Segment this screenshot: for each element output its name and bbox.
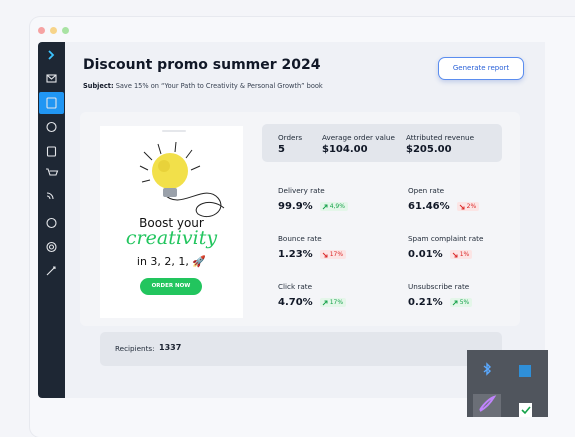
stat-value: $205.00 — [406, 144, 452, 155]
metric-label: Bounce rate — [278, 234, 322, 243]
ad-line2: creativity — [125, 227, 218, 249]
metric-label: Delivery rate — [278, 186, 325, 195]
gear-icon[interactable] — [46, 121, 57, 133]
magic-icon[interactable] — [46, 266, 56, 276]
change-value: 2% — [466, 203, 477, 210]
trend-arrow — [322, 204, 328, 209]
metric-value: 0.01% — [408, 249, 443, 260]
metric-value: 0.21% — [408, 297, 443, 308]
metric-row: 4.70% 17% — [278, 297, 347, 308]
metric-row: 99.9% 4,9% — [278, 201, 348, 212]
screen: {"header":{"title":"Discount promo summe… — [38, 27, 548, 417]
metric-value: 61.46% — [408, 201, 450, 212]
metric-value: 1.23% — [278, 249, 313, 260]
change-badge: 5% — [449, 298, 473, 307]
change-badge: 17% — [319, 250, 347, 259]
app-icon[interactable] — [519, 365, 531, 377]
ad-line3: in 3, 2, 1, 🚀 — [136, 255, 207, 268]
metric-value: 99.9% — [278, 201, 313, 212]
recipients-value: 1337 — [159, 343, 182, 352]
trend-arrow — [459, 204, 465, 209]
check-icon[interactable] — [519, 403, 532, 417]
recipients-bar: Recipients: 1337 — [100, 332, 502, 366]
trend-arrow — [452, 300, 458, 305]
stat-value: $104.00 — [322, 144, 368, 155]
active-item[interactable] — [39, 92, 64, 114]
close-dot[interactable] — [38, 27, 45, 34]
change-badge: 1% — [449, 250, 473, 259]
metric-row: 0.01% 1% — [408, 249, 473, 260]
subject-line: Subject: Save 15% on “Your Path to Creat… — [83, 82, 323, 90]
bulb-illustration — [139, 130, 225, 218]
metric-label: Open rate — [408, 186, 445, 195]
ad-line1: Boost your — [139, 216, 204, 230]
sidebar-icons — [39, 50, 64, 276]
rss-icon[interactable] — [46, 192, 54, 200]
minimize-dot[interactable] — [50, 27, 57, 34]
ad-preview: Boost your creativity in 3, 2, 1, 🚀 ORDE… — [100, 126, 243, 318]
stat-label: Orders — [278, 133, 303, 142]
generate-report-button[interactable]: Generate report — [438, 57, 524, 80]
change-badge: 4,9% — [319, 202, 348, 211]
tray-icons — [473, 362, 532, 417]
change-value: 17% — [329, 299, 344, 306]
maximize-dot[interactable] — [62, 27, 69, 34]
order-now-button[interactable]: ORDER NOW — [140, 278, 202, 295]
metric-row: 1.23% 17% — [278, 249, 347, 260]
bluetooth-icon[interactable] — [483, 362, 492, 376]
pen-icon[interactable] — [479, 395, 497, 412]
subject-text: Save 15% on “Your Path to Creativity & P… — [115, 82, 323, 90]
sidebar — [38, 42, 65, 398]
change-badge: 17% — [319, 298, 347, 307]
trend-arrow — [322, 252, 328, 257]
change-value: 4,9% — [329, 203, 345, 210]
stat-label: Attributed revenue — [406, 133, 475, 142]
change-badge: 2% — [456, 202, 480, 211]
trend-arrow — [452, 252, 458, 257]
metric-label: Click rate — [278, 282, 313, 291]
stat-value: 5 — [278, 144, 285, 155]
campaign-title: Discount promo summer 2024 — [83, 57, 321, 73]
subject-label: Subject: — [83, 82, 114, 90]
metric-value: 4.70% — [278, 297, 313, 308]
cart-icon[interactable] — [46, 168, 59, 176]
change-value: 5% — [459, 299, 470, 306]
expand-icon[interactable] — [48, 50, 55, 60]
trend-arrow — [322, 300, 328, 305]
recipients-label: Recipients: — [115, 344, 155, 353]
change-value: 17% — [329, 251, 344, 258]
metric-label: Spam complaint rate — [408, 234, 484, 243]
target-icon[interactable] — [46, 241, 57, 253]
metric-label: Unsubscribe rate — [408, 282, 470, 291]
mail-icon[interactable] — [46, 74, 57, 83]
system-tray — [467, 350, 548, 417]
change-value: 1% — [459, 251, 470, 258]
stats-bar — [262, 124, 502, 162]
page-icon[interactable] — [46, 97, 57, 109]
metric-row: 61.46% 2% — [408, 201, 480, 212]
metric-row: 0.21% 5% — [408, 297, 473, 308]
bag-icon[interactable] — [46, 146, 57, 157]
stat-label: Average order value — [322, 133, 395, 142]
at-icon[interactable] — [46, 217, 57, 229]
